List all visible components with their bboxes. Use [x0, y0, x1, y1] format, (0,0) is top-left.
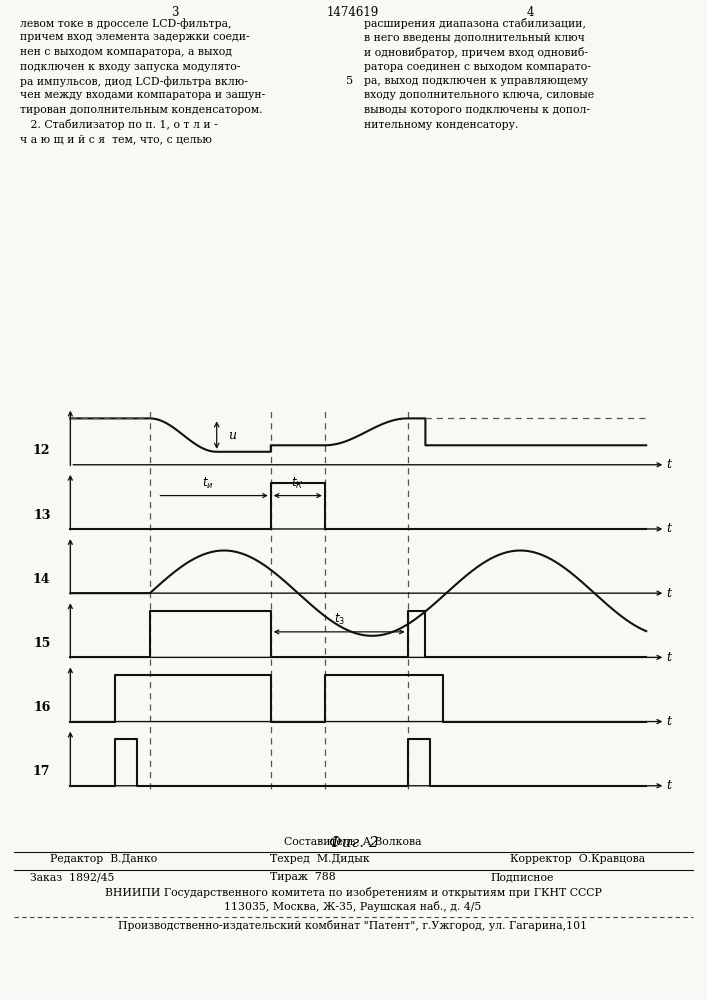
Text: левом токе в дросселе LCD-фильтра,: левом токе в дросселе LCD-фильтра,: [20, 18, 231, 29]
Text: и одновибратор, причем вход одновиб-: и одновибратор, причем вход одновиб-: [364, 47, 588, 58]
Text: 12: 12: [33, 444, 50, 457]
Text: 3: 3: [171, 6, 179, 19]
Text: t: t: [667, 651, 672, 664]
Text: подключен к входу запуска модулято-: подключен к входу запуска модулято-: [20, 62, 240, 72]
Text: 1474619: 1474619: [327, 6, 379, 19]
Text: t: t: [667, 458, 672, 471]
Text: выводы которого подключены к допол-: выводы которого подключены к допол-: [364, 105, 590, 115]
Text: расширения диапазона стабилизации,: расширения диапазона стабилизации,: [364, 18, 586, 29]
Text: 4: 4: [526, 6, 534, 19]
Text: t: t: [667, 587, 672, 600]
Text: ра, выход подключен к управляющему: ра, выход подключен к управляющему: [364, 76, 588, 86]
Text: ратора соединен с выходом компарато-: ратора соединен с выходом компарато-: [364, 62, 591, 72]
Text: t: t: [667, 715, 672, 728]
Text: Тираж  788: Тираж 788: [270, 872, 336, 882]
Text: 113035, Москва, Ж-35, Раушская наб., д. 4/5: 113035, Москва, Ж-35, Раушская наб., д. …: [224, 901, 481, 912]
Text: в него введены дополнительный ключ: в него введены дополнительный ключ: [364, 32, 585, 42]
Text: u: u: [228, 429, 236, 442]
Text: чен между входами компаратора и зашун-: чен между входами компаратора и зашун-: [20, 91, 265, 101]
Text: 2. Стабилизатор по п. 1, о т л и -: 2. Стабилизатор по п. 1, о т л и -: [20, 119, 218, 130]
Text: 5: 5: [346, 76, 354, 86]
Text: $t_{К}$: $t_{К}$: [291, 475, 304, 491]
Text: 16: 16: [33, 701, 50, 714]
Text: Заказ  1892/45: Заказ 1892/45: [30, 872, 115, 882]
Text: t: t: [667, 779, 672, 792]
Text: 14: 14: [33, 573, 50, 586]
Text: $t_{и}$: $t_{и}$: [202, 475, 214, 491]
Text: причем вход элемента задержки соеди-: причем вход элемента задержки соеди-: [20, 32, 250, 42]
Text: 17: 17: [33, 765, 50, 778]
Text: Корректор  О.Кравцова: Корректор О.Кравцова: [510, 854, 645, 864]
Text: входу дополнительного ключа, силовые: входу дополнительного ключа, силовые: [364, 91, 594, 101]
Text: Техред  М.Дидык: Техред М.Дидык: [270, 854, 370, 864]
Text: нен с выходом компаратора, а выход: нен с выходом компаратора, а выход: [20, 47, 232, 57]
Text: нительному конденсатору.: нительному конденсатору.: [364, 119, 518, 129]
Text: ч а ю щ и й с я  тем, что, с целью: ч а ю щ и й с я тем, что, с целью: [20, 134, 212, 144]
Text: t: t: [667, 522, 672, 535]
Text: ВНИИПИ Государственного комитета по изобретениям и открытиям при ГКНТ СССР: ВНИИПИ Государственного комитета по изоб…: [105, 887, 602, 898]
Text: ра импульсов, диод LCD-фильтра вклю-: ра импульсов, диод LCD-фильтра вклю-: [20, 76, 248, 87]
Text: 15: 15: [33, 637, 50, 650]
Text: Производственно-издательский комбинат "Патент", г.Ужгород, ул. Гагарина,101: Производственно-издательский комбинат "П…: [119, 920, 588, 931]
Text: 13: 13: [33, 509, 50, 522]
Text: Составитель  А.Волкова: Составитель А.Волкова: [284, 837, 422, 847]
Text: Подписное: Подписное: [490, 872, 554, 882]
Text: Редактор  В.Данко: Редактор В.Данко: [50, 854, 157, 864]
Text: тирован дополнительным конденсатором.: тирован дополнительным конденсатором.: [20, 105, 262, 115]
Text: $t_{3}$: $t_{3}$: [334, 612, 345, 627]
Text: Фиг. 2: Фиг. 2: [329, 836, 378, 850]
